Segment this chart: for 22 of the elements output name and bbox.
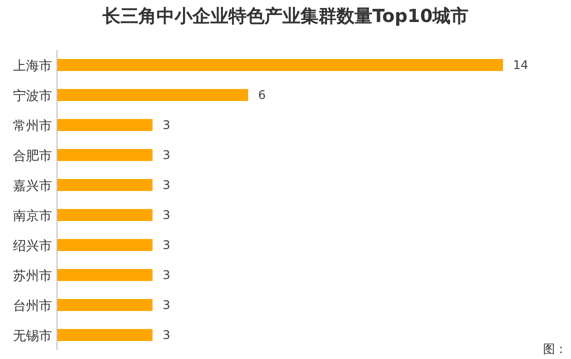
y-tick-label: 宁波市 <box>13 88 52 104</box>
y-tick-label: 常州市 <box>13 119 52 134</box>
y-tick-label: 合肥市 <box>13 149 52 164</box>
y-tick-label: 南京市 <box>13 209 52 224</box>
data-label: 3 <box>162 268 170 282</box>
y-tick-label: 台州市 <box>13 299 52 314</box>
text: 图： <box>543 342 567 356</box>
data-label: 3 <box>162 118 170 132</box>
y-tick-label: 无锡市 <box>13 329 52 344</box>
data-label: 3 <box>162 238 170 252</box>
data-label: 3 <box>162 328 170 342</box>
y-tick-label: 嘉兴市 <box>13 179 52 194</box>
data-label: 14 <box>513 58 528 72</box>
y-tick-label: 苏州市 <box>13 269 52 284</box>
y-tick-label: 上海市 <box>13 59 52 74</box>
data-label: 6 <box>258 88 266 102</box>
chart-title: 长三角中小企业特色产业集群数量Top10城市 <box>101 6 469 27</box>
data-label: 3 <box>162 148 170 162</box>
data-label: 3 <box>162 208 170 222</box>
data-label: 3 <box>162 178 170 192</box>
data-label: 3 <box>162 298 170 312</box>
y-tick-label: 绍兴市 <box>13 239 52 254</box>
